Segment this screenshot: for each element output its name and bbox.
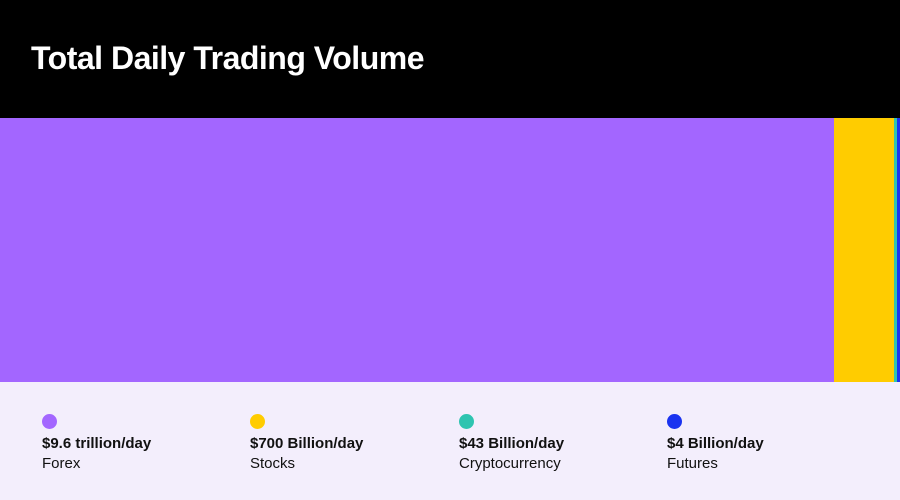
- legend-value: $43 Billion/day: [459, 435, 565, 452]
- bar-stocks: [834, 118, 894, 382]
- legend-label: Futures: [667, 455, 718, 472]
- legend-value: $9.6 trillion/day: [42, 435, 152, 452]
- legend-dot-icon: [667, 414, 682, 429]
- legend-dot-icon: [42, 414, 57, 429]
- legend: $9.6 trillion/day Forex $700 Billion/day…: [0, 382, 900, 500]
- header: Total Daily Trading Volume: [0, 0, 900, 118]
- legend-value: $700 Billion/day: [250, 435, 364, 452]
- legend-item-cryptocurrency: $43 Billion/day Cryptocurrency: [459, 414, 564, 472]
- legend-label: Stocks: [250, 455, 296, 472]
- legend-label: Cryptocurrency: [459, 455, 561, 472]
- chart-title: Total Daily Trading Volume: [31, 40, 424, 76]
- legend-dot-icon: [250, 414, 265, 429]
- legend-item-futures: $4 Billion/day Futures: [667, 414, 764, 472]
- legend-dot-icon: [459, 414, 474, 429]
- stacked-bar: [0, 118, 900, 382]
- bar-cryptocurrency: [894, 118, 897, 382]
- legend-value: $4 Billion/day: [667, 435, 764, 452]
- bar-futures: [897, 118, 900, 382]
- legend-item-stocks: $700 Billion/day Stocks: [250, 414, 363, 472]
- legend-label: Forex: [42, 455, 81, 472]
- bar-forex: [0, 118, 834, 382]
- legend-item-forex: $9.6 trillion/day Forex: [42, 414, 151, 472]
